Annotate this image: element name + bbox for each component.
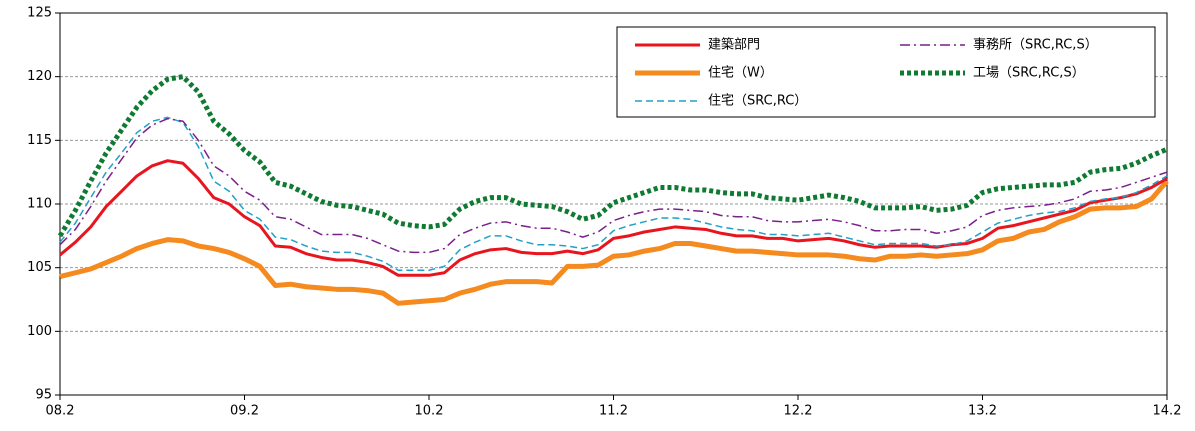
x-tick-label: 10.2 xyxy=(415,404,444,419)
series-line xyxy=(59,179,1169,306)
y-tick-label: 105 xyxy=(27,260,52,275)
legend-label: 建築部門 xyxy=(708,38,760,53)
legend-label: 住宅（SRC,RC） xyxy=(708,94,807,109)
x-tick-label: 13.2 xyxy=(968,404,997,419)
y-tick-label: 95 xyxy=(35,388,52,403)
x-tick-label: 11.2 xyxy=(599,404,628,419)
x-tick-label: 08.2 xyxy=(46,404,75,419)
x-tick-label: 09.2 xyxy=(230,404,259,419)
y-tick-label: 120 xyxy=(27,69,52,84)
legend-label: 事務所（SRC,RC,S） xyxy=(973,38,1098,53)
y-tick-label: 110 xyxy=(27,197,52,212)
x-tick-label: 14.2 xyxy=(1153,404,1182,419)
y-tick-label: 125 xyxy=(27,6,52,21)
series-line xyxy=(59,116,1168,271)
y-tick-label: 100 xyxy=(27,324,52,339)
legend-box xyxy=(616,26,1156,118)
legend-label: 住宅（W） xyxy=(708,66,773,81)
legend-label: 工場（SRC,RC,S） xyxy=(973,66,1085,81)
x-tick-label: 12.2 xyxy=(784,404,813,419)
plot-frame xyxy=(59,12,1168,396)
y-tick-label: 115 xyxy=(27,133,52,148)
series-line xyxy=(57,74,1168,238)
series-line xyxy=(59,159,1168,277)
series-line xyxy=(59,117,1168,254)
